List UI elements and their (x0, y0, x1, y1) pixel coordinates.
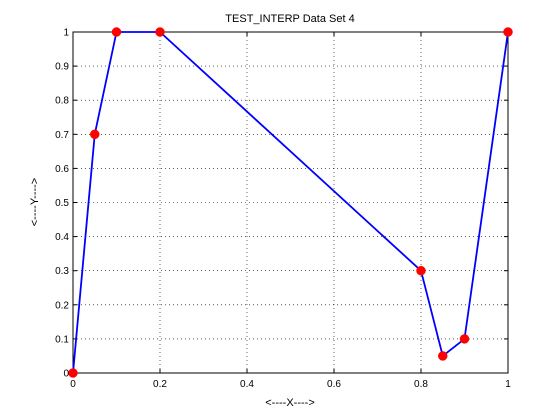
x-tick-label: 0.8 (414, 379, 428, 390)
data-point (438, 351, 448, 361)
y-tick-label: 0.5 (55, 198, 69, 209)
y-tick-label: 0.2 (55, 300, 69, 311)
data-markers (68, 27, 513, 378)
y-tick-label: 0.8 (55, 96, 69, 107)
y-tick-label: 0.4 (55, 232, 69, 243)
y-tick-label: 0 (63, 369, 69, 380)
x-tick-label: 0.4 (240, 379, 254, 390)
data-point (416, 265, 426, 276)
y-tick-label: 0.6 (55, 164, 69, 175)
x-axis-label: <----X----> (265, 397, 315, 409)
data-point (459, 334, 470, 344)
y-axis-label: <----Y----> (29, 178, 41, 226)
y-tick-label: 0.7 (55, 130, 69, 141)
x-tick-label: 0.2 (153, 379, 167, 390)
tick-labels: 0 0.2 0.4 0.6 0.8 1 0 0.1 0.2 0.3 0.4 0.5 0.6 0.7 0.8 0… (55, 28, 511, 391)
data-point (68, 368, 78, 378)
data-point (155, 27, 165, 37)
x-tick-label: 1 (505, 379, 511, 390)
x-tick-label: 0 (70, 379, 76, 390)
y-tick-label: 0.9 (55, 62, 69, 73)
x-tick-label: 0.6 (327, 379, 341, 390)
y-tick-label: 1 (63, 28, 69, 39)
grid-lines (73, 32, 508, 373)
plot-frame (72, 31, 509, 374)
y-tick-label: 0.3 (55, 266, 69, 277)
data-point (503, 27, 513, 37)
y-tick-label: 0.1 (55, 334, 69, 345)
plot-area (73, 32, 508, 373)
chart-title: TEST_INTERP Data Set 4 (225, 13, 354, 25)
data-point (111, 27, 122, 37)
data-point (90, 129, 100, 140)
